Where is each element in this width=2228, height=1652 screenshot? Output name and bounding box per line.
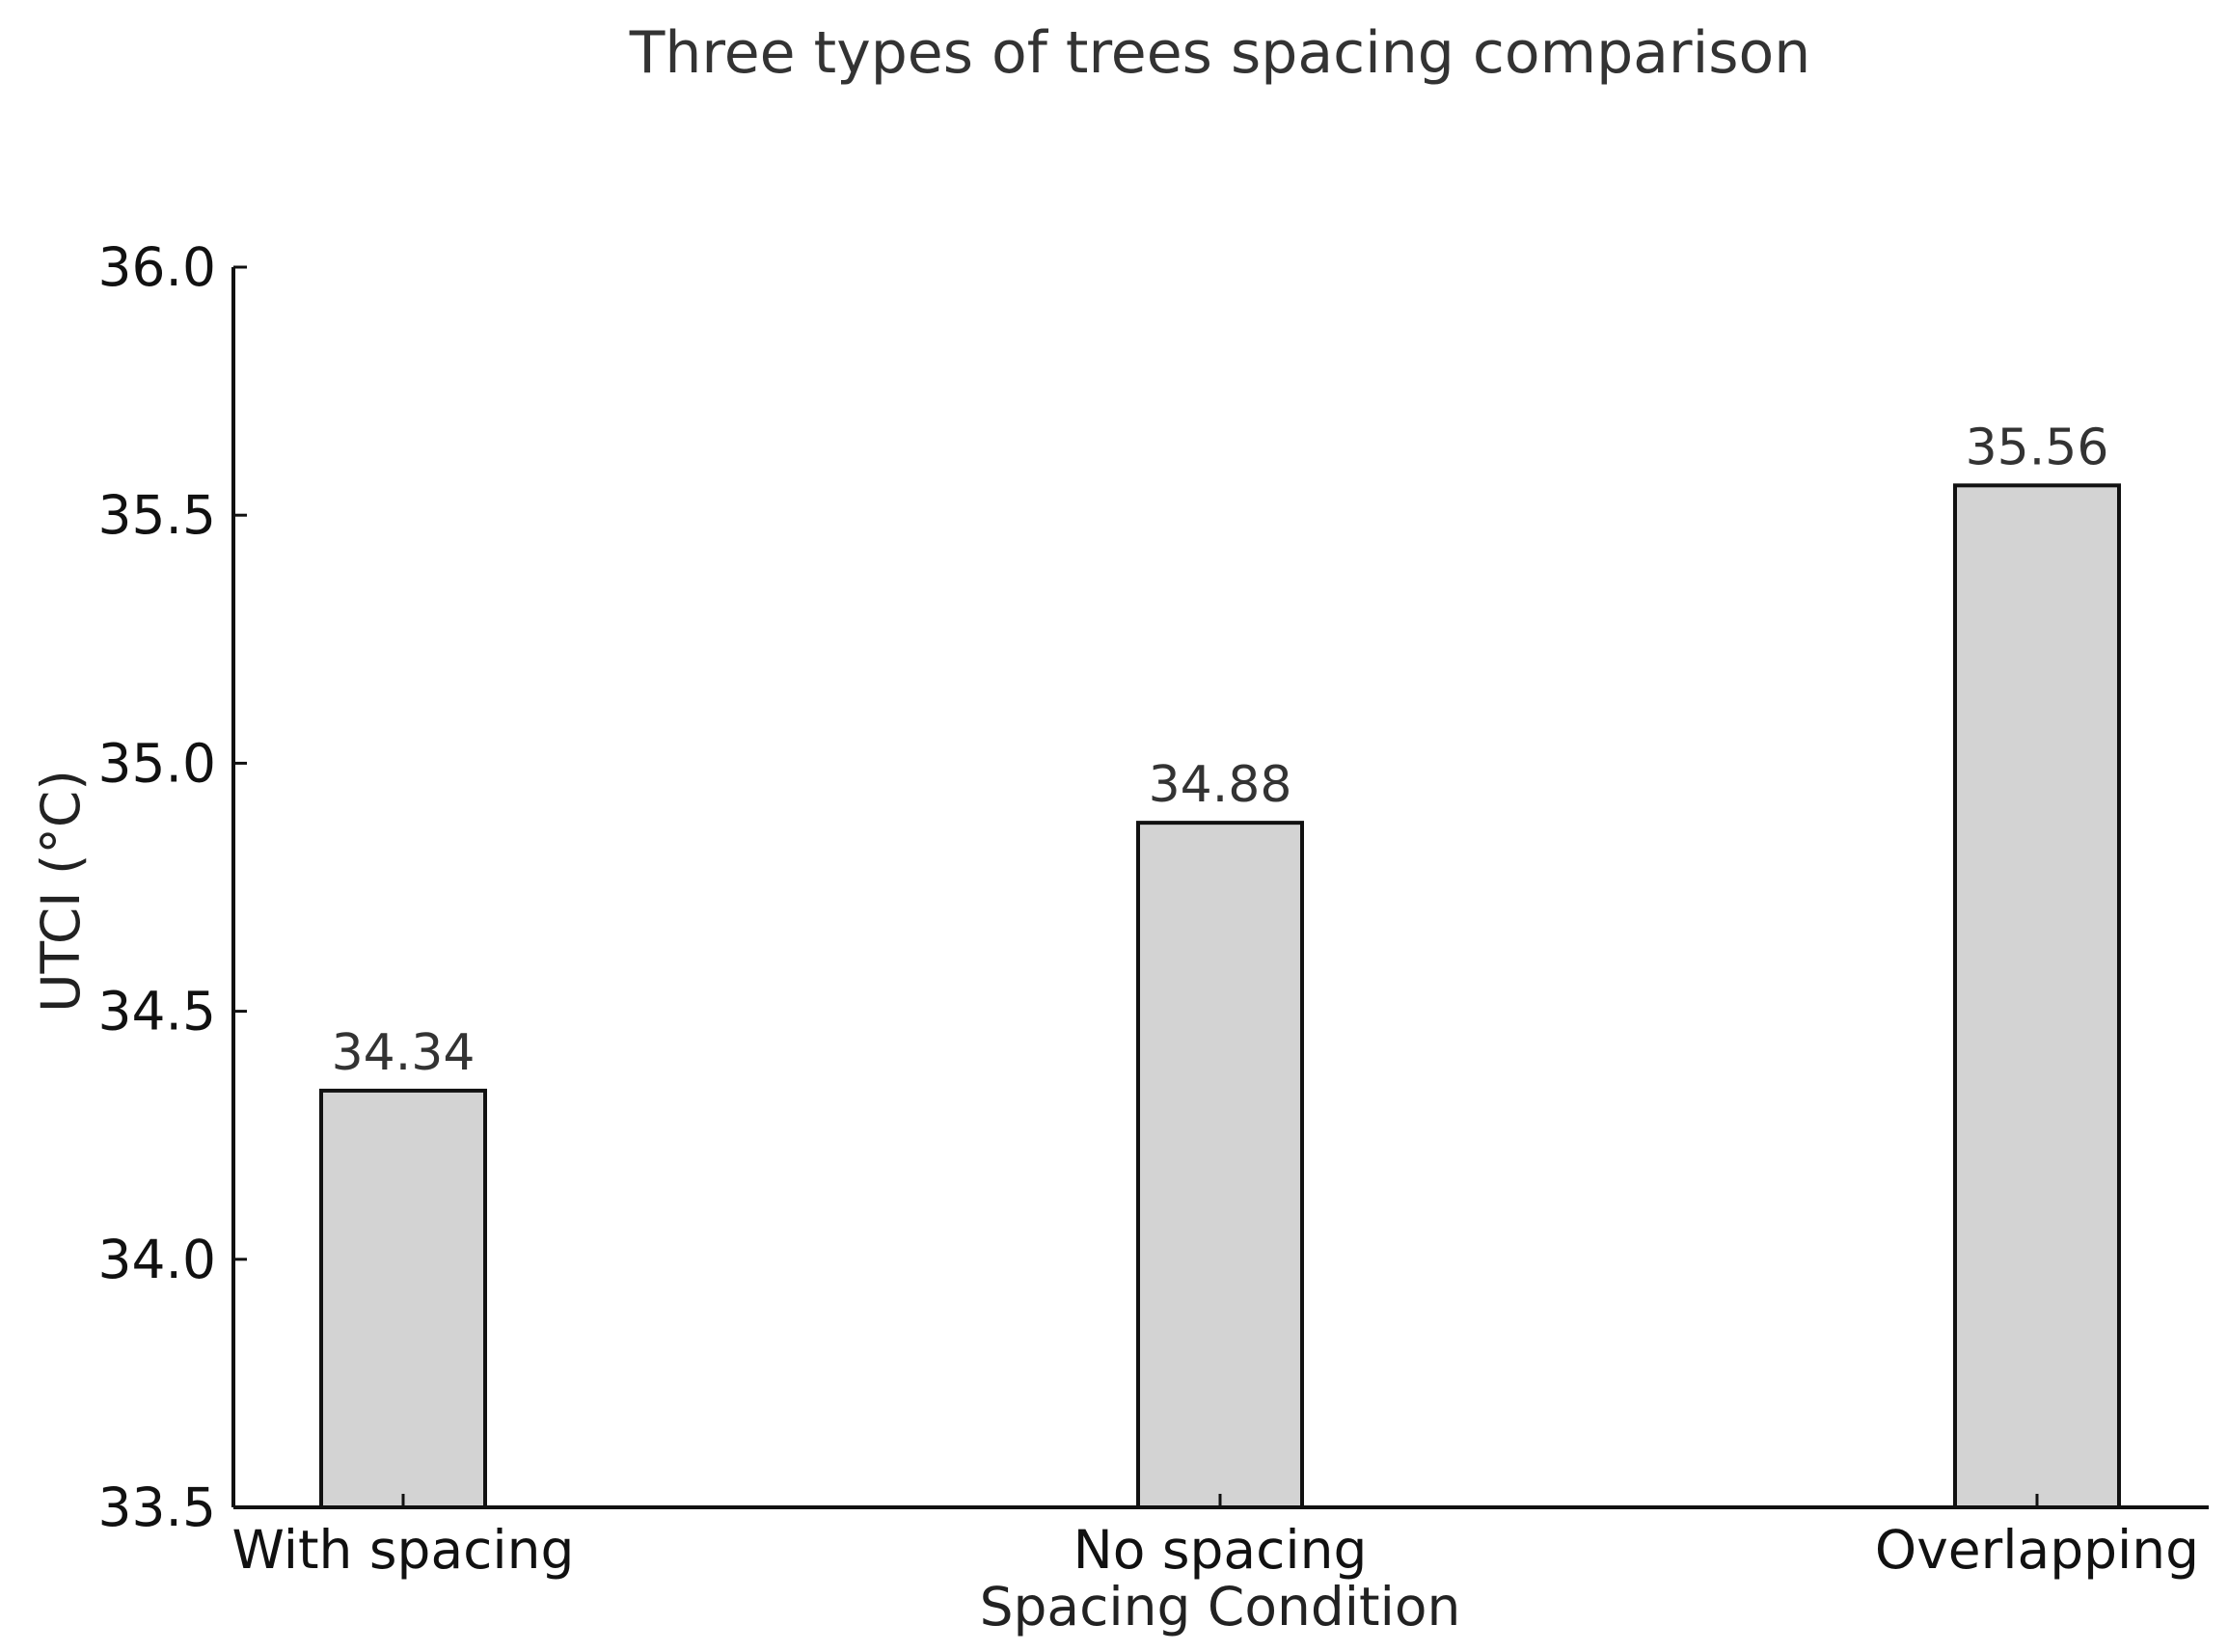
y-axis-label: UTCI (°C) [30, 770, 92, 1013]
bar-value-label: 35.56 [1966, 419, 2109, 476]
y-tick-label: 34.5 [98, 981, 216, 1043]
y-tick-label: 34.0 [98, 1229, 216, 1290]
x-tick-label: With spacing [232, 1519, 575, 1581]
x-tick-label: Overlapping [1875, 1519, 2199, 1581]
y-tick-label: 35.0 [98, 732, 216, 794]
bar [319, 1088, 487, 1510]
bar [1136, 821, 1304, 1509]
x-tick-label: No spacing [1073, 1519, 1368, 1581]
x-axis-ticks: With spacing No spacing Overlapping [232, 1494, 2199, 1581]
chart-title: Three types of trees spacing comparison [629, 19, 1811, 87]
bar-value-label: 34.34 [332, 1024, 475, 1082]
bars-group: 34.34 34.88 35.56 [319, 419, 2121, 1510]
bar [1953, 483, 2121, 1509]
y-tick-label: 36.0 [98, 236, 216, 298]
y-tick-label: 33.5 [98, 1476, 216, 1538]
y-axis-ticks: 33.5 34.0 34.5 35.0 35.5 36.0 [98, 236, 247, 1538]
y-tick-label: 35.5 [98, 484, 216, 546]
bar-value-label: 34.88 [1149, 756, 1292, 814]
x-axis-label: Spacing Condition [980, 1576, 1461, 1638]
